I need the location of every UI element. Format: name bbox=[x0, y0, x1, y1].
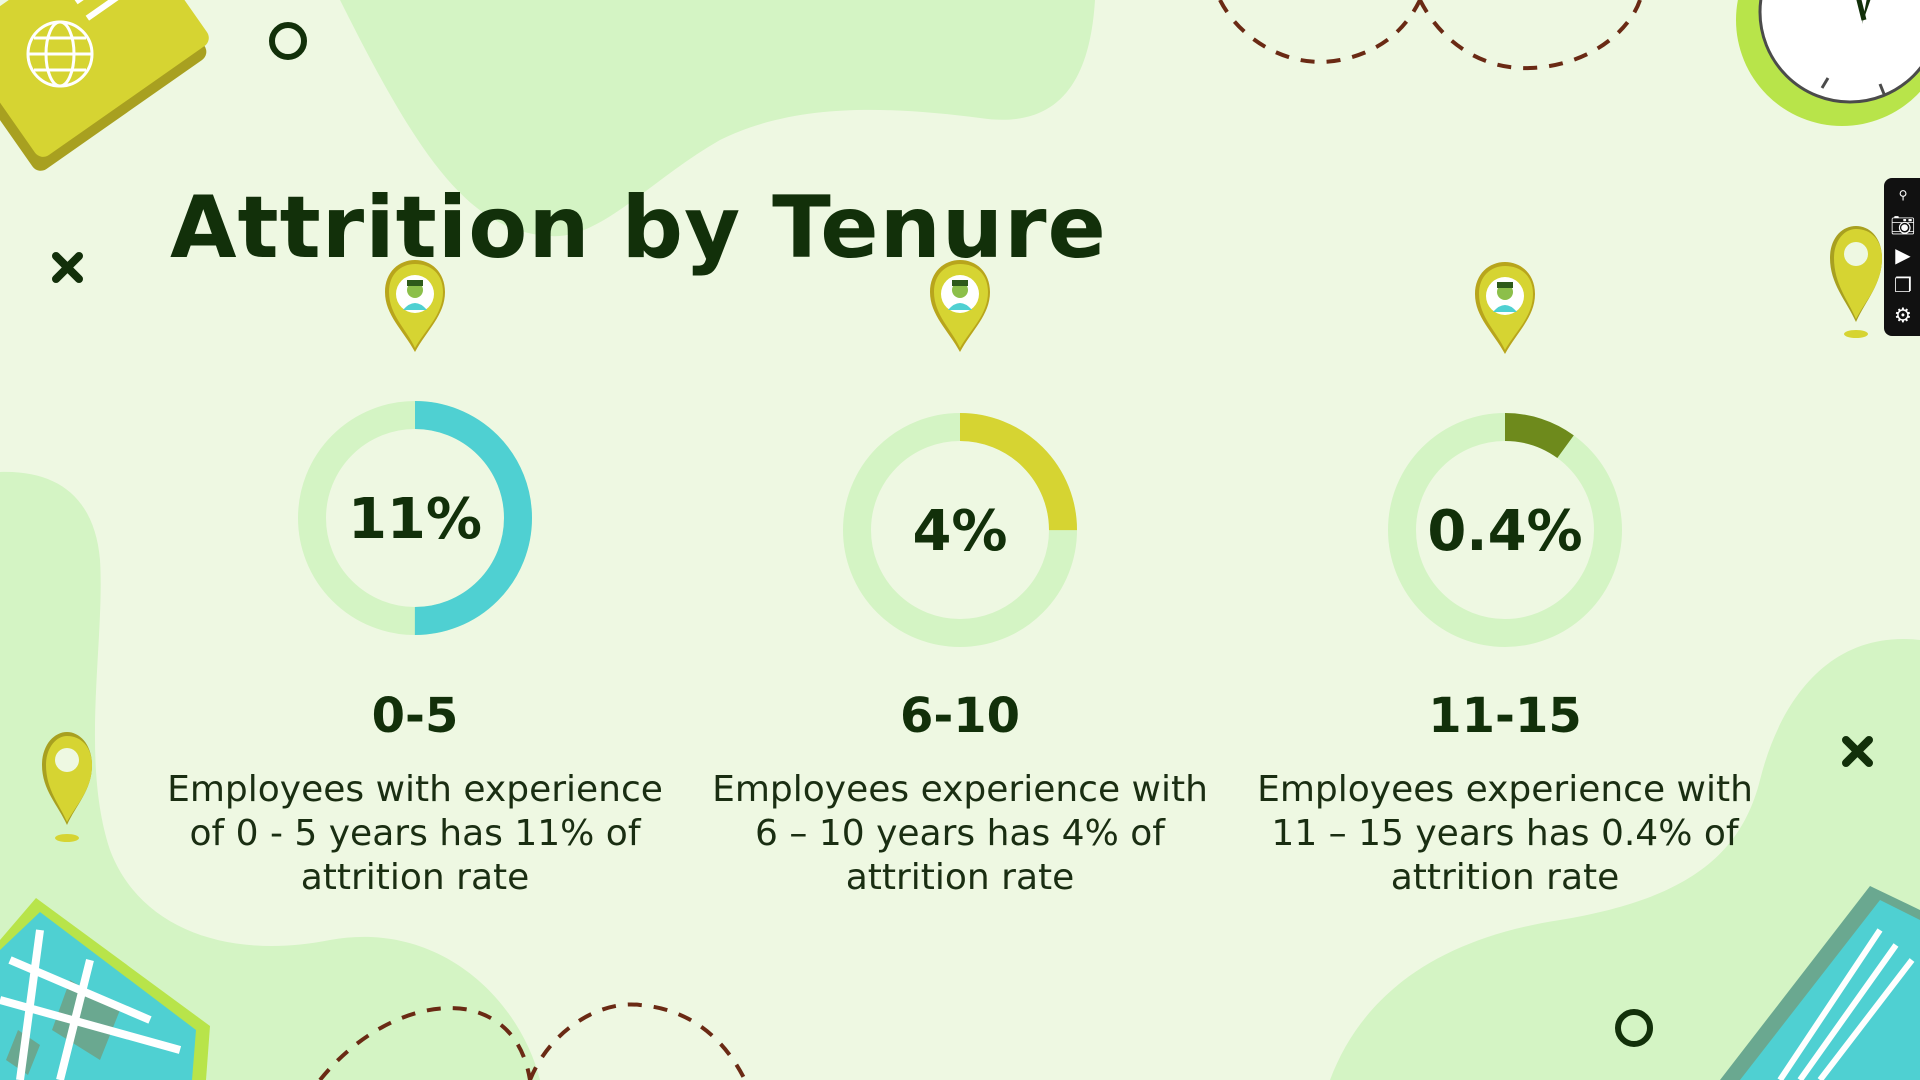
person-pin-icon bbox=[385, 260, 445, 352]
person-pin-icon bbox=[1475, 262, 1535, 354]
camera-icon[interactable]: 📷︎ bbox=[1890, 213, 1916, 237]
map-icon bbox=[0, 898, 210, 1080]
tenure-range-label: 11-15 bbox=[1428, 688, 1582, 744]
left-blob bbox=[0, 471, 540, 1080]
percent-label: 0.4% bbox=[1427, 499, 1582, 564]
donut-value-arc bbox=[1388, 413, 1622, 647]
tenure-range-label: 6-10 bbox=[899, 688, 1021, 744]
circle-outline-icon bbox=[1615, 1009, 1653, 1047]
clock-icon bbox=[1736, 0, 1920, 126]
video-icon[interactable]: ▶ bbox=[1895, 243, 1911, 267]
tenure-description: Employees experience with 6 – 10 years h… bbox=[712, 769, 1208, 898]
pin-icon[interactable]: ⚲ bbox=[1898, 188, 1908, 202]
top-blob bbox=[340, 0, 1095, 237]
tenure-description: Employees experience with 11 – 15 years … bbox=[1257, 769, 1753, 898]
gear-icon[interactable]: ⚙ bbox=[1894, 303, 1912, 327]
ruler-icon bbox=[1720, 886, 1920, 1080]
tenure-range-label: 0-5 bbox=[371, 688, 459, 744]
percent-label: 11% bbox=[348, 487, 482, 552]
right-blob bbox=[1330, 639, 1920, 1080]
page-title: Attrition by Tenure bbox=[170, 177, 1107, 278]
donut-value-arc bbox=[843, 413, 1077, 647]
close-x-icon bbox=[52, 252, 83, 283]
tenure-description: Employees with experience of 0 - 5 years… bbox=[167, 769, 663, 898]
map-pin-icon bbox=[1830, 226, 1882, 338]
percent-label: 4% bbox=[912, 499, 1007, 564]
person-pin-icon bbox=[930, 260, 990, 352]
circle-outline-icon bbox=[269, 22, 307, 60]
close-x-icon bbox=[1842, 736, 1873, 767]
globe-icon bbox=[26, 20, 94, 88]
donut-value-arc bbox=[298, 401, 532, 635]
dashed-path-bottom bbox=[318, 1002, 747, 1080]
floating-toolbar: ⚲ 📷︎ ▶ ❐ ⚙ bbox=[1884, 178, 1920, 336]
dashed-path-top bbox=[1218, 0, 1642, 71]
window-icon[interactable]: ❐ bbox=[1894, 273, 1912, 297]
map-pin-icon bbox=[42, 732, 92, 842]
